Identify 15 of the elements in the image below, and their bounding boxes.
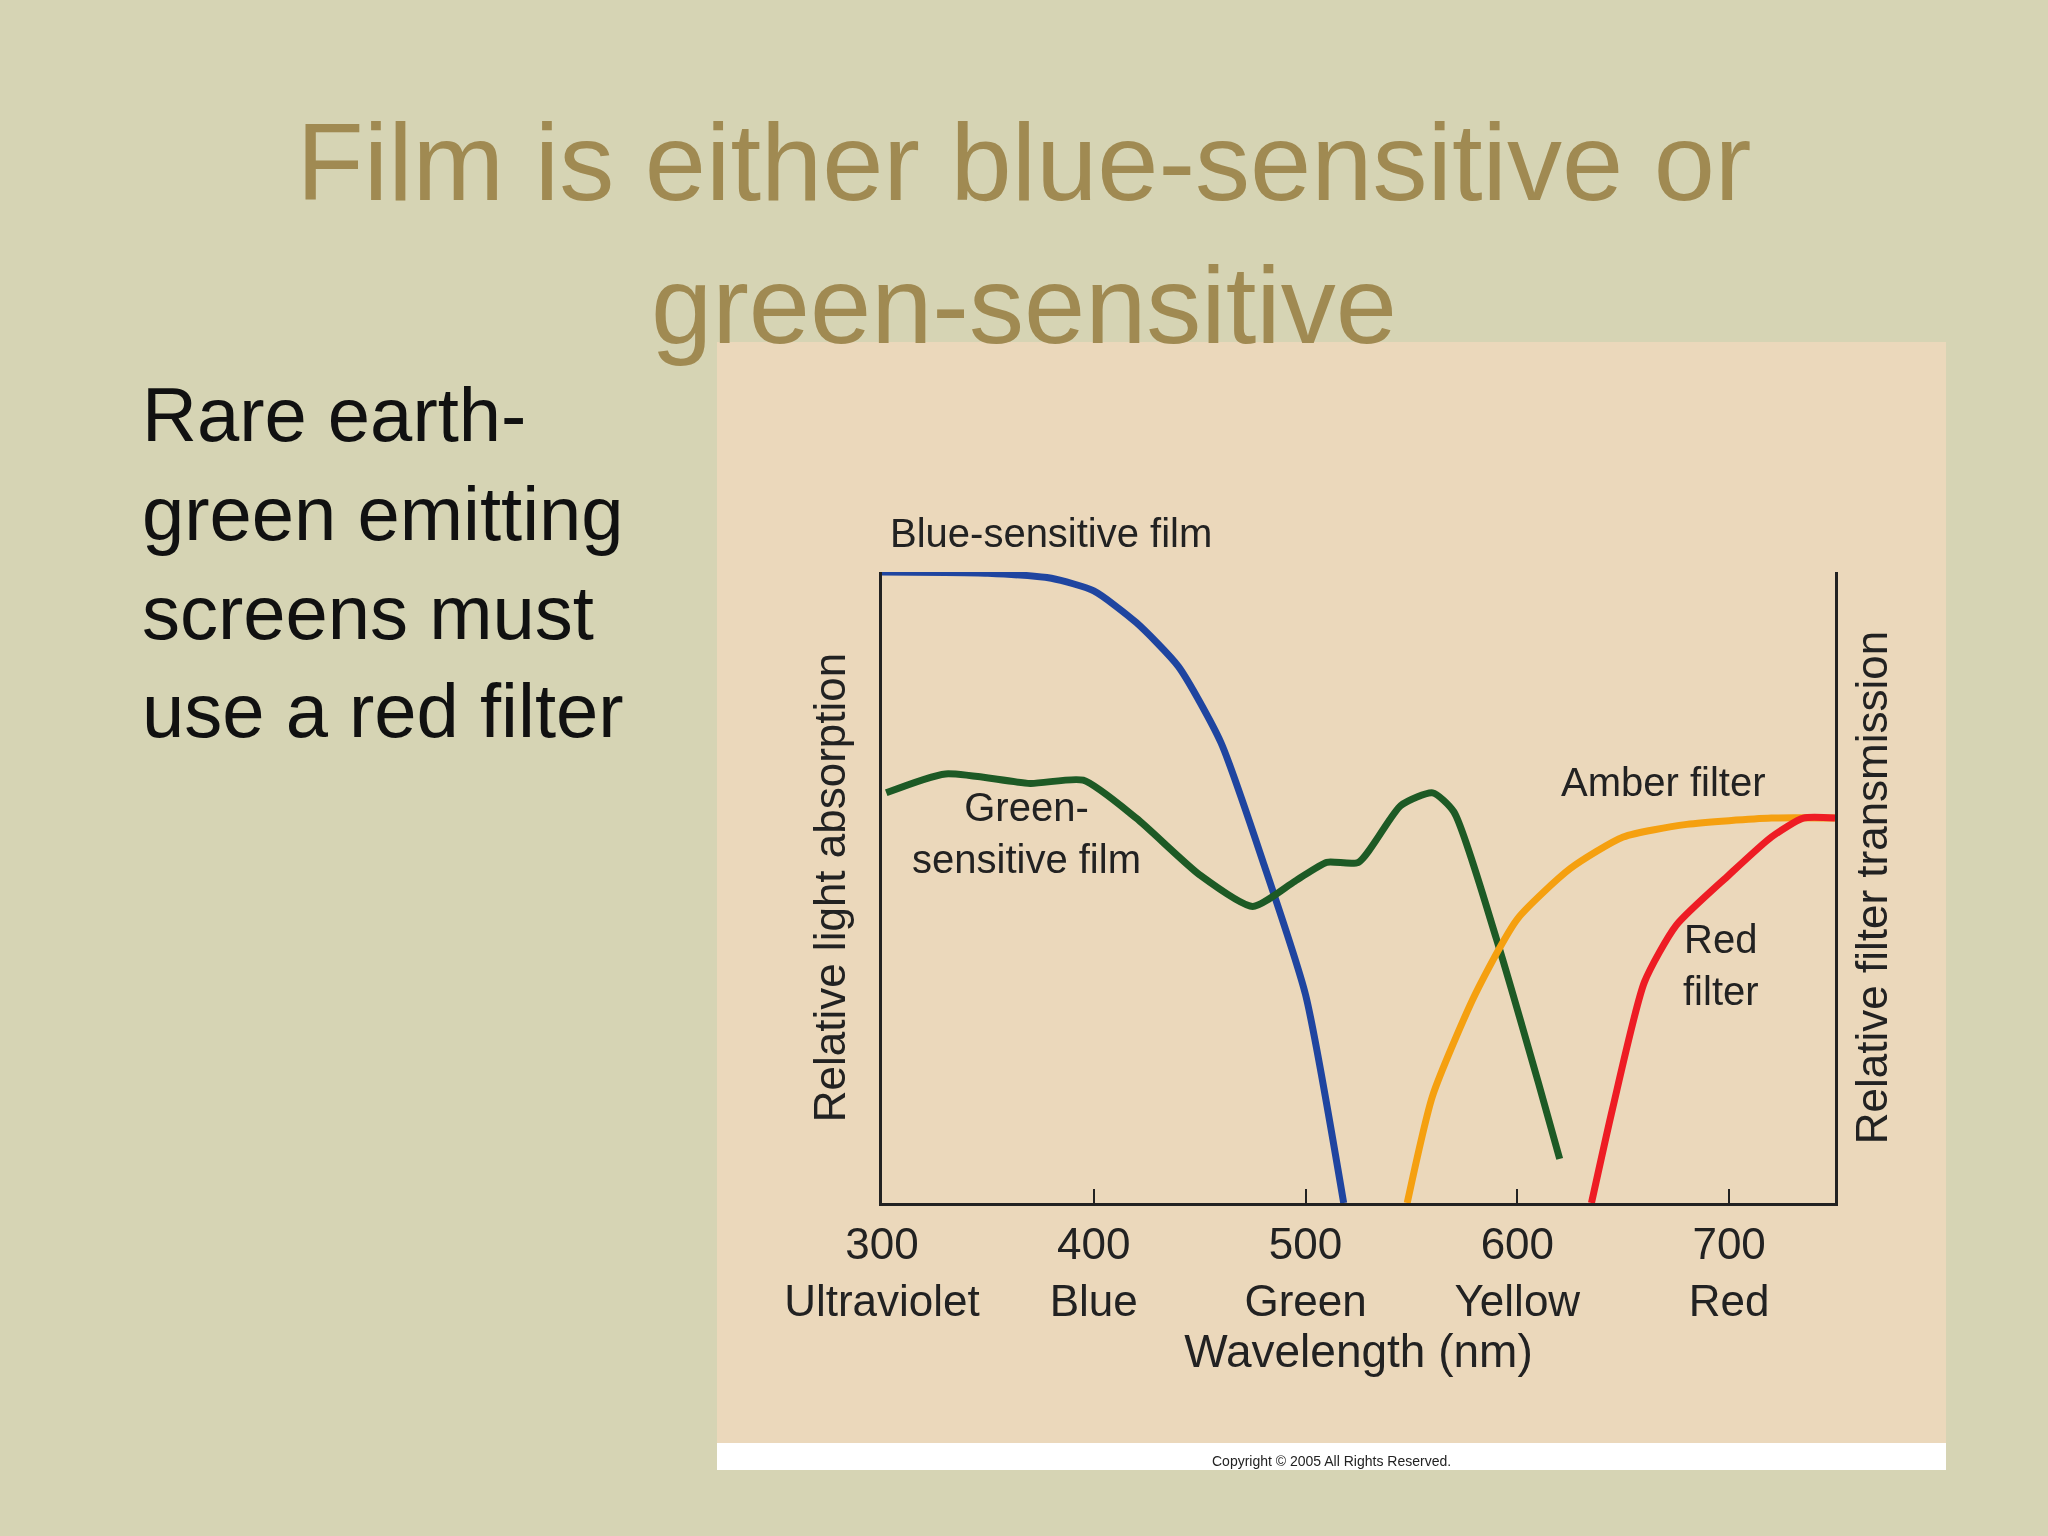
series-label: Amber filter [1561, 760, 1766, 804]
y-axis-title: Relative light absorption [805, 652, 855, 1123]
text: Rare earth- green emitting screens must use a red filter [142, 372, 624, 754]
text: Copyright © 2005 All Rights Reserved. [1212, 1453, 1452, 1469]
x-tick-label: 500 Green [1244, 1218, 1367, 1325]
x-tick-label: 400 Blue [1049, 1218, 1138, 1325]
x-tick-label: 700 Red [1688, 1218, 1770, 1325]
x-tick-label: 300 Ultraviolet [784, 1218, 980, 1325]
series-label: Blue-sensitive film [890, 511, 1213, 555]
chart-title: Film is either blue-sensitive or green-sensitive [296, 100, 1752, 366]
series-label: Green- sensitive film [912, 785, 1141, 881]
y2-axis-title: Relative filter transmission [1847, 630, 1897, 1145]
series-label: Red filter [1683, 917, 1759, 1013]
x-axis-title: Wavelength (nm) [1184, 1325, 1533, 1377]
x-tick-label: 600 Yellow [1454, 1218, 1581, 1325]
